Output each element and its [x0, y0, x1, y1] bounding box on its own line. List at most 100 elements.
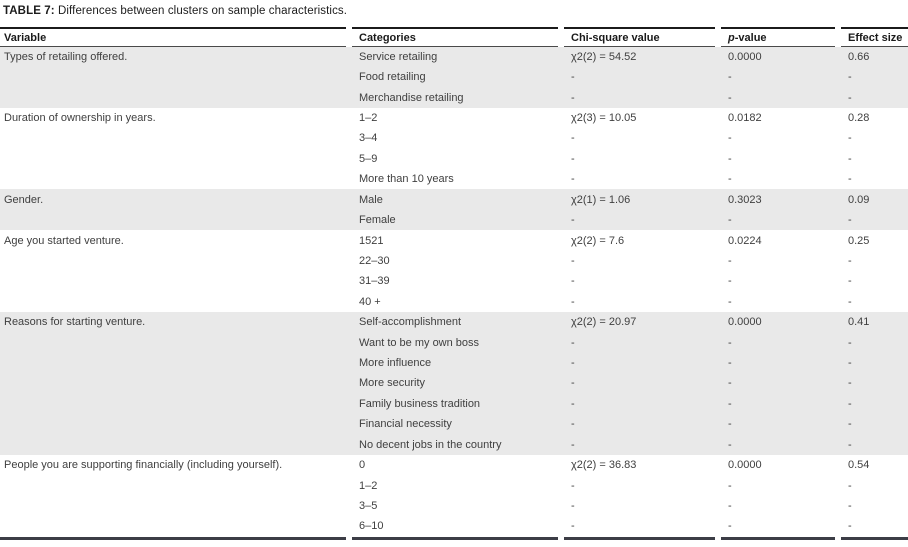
- cell-p-value: -: [728, 152, 732, 165]
- cell-p-value: -: [721, 434, 841, 455]
- cell-effect-size: -: [848, 173, 852, 186]
- table-caption: TABLE 7: Differences between clusters on…: [3, 5, 347, 17]
- cell-effect-size: -: [848, 520, 852, 533]
- table-row: 1–2 - - -: [0, 475, 908, 495]
- table-row: More security - - -: [0, 373, 908, 394]
- cell-effect-size: -: [841, 209, 908, 231]
- cell-effect-size: -: [841, 434, 908, 455]
- table-row: Merchandise retailing - - -: [0, 87, 908, 108]
- cell-effect-size: -: [841, 66, 908, 88]
- cell-chi-square: -: [571, 173, 575, 186]
- cell-category: 1521: [359, 234, 384, 247]
- cell-variable: [0, 393, 352, 415]
- cell-category: Family business tradition: [352, 393, 564, 415]
- cell-category: Want to be my own boss: [352, 332, 564, 353]
- cell-effect-size: -: [848, 132, 852, 145]
- cell-chi-square: χ2(2) = 54.52: [564, 46, 721, 67]
- table-row: No decent jobs in the country - - -: [0, 434, 908, 455]
- cell-variable: [0, 251, 352, 271]
- cell-chi-square: χ2(2) = 36.83: [571, 459, 637, 472]
- header-categories: Categories: [359, 31, 416, 44]
- cell-effect-size: -: [848, 275, 852, 288]
- cell-chi-square: -: [564, 373, 721, 394]
- cell-category: 22–30: [359, 254, 390, 267]
- cell-category: More security: [352, 373, 564, 394]
- cell-category: Food retailing: [352, 66, 564, 88]
- cell-category: 5–9: [359, 152, 378, 165]
- table-body: Types of retailing offered. Service retai…: [0, 46, 908, 537]
- cell-p-value: 0.0224: [728, 234, 762, 247]
- cell-chi-square: -: [571, 499, 575, 512]
- cell-variable: [0, 496, 352, 516]
- table-row: Duration of ownership in years. 1–2 χ2(3) …: [0, 108, 908, 128]
- cell-category: No decent jobs in the country: [352, 434, 564, 455]
- header-chi-square: Chi-square value: [571, 31, 660, 44]
- cell-chi-square: -: [564, 352, 721, 374]
- cell-chi-square: -: [571, 275, 575, 288]
- table: Variable Categories Chi-square value p-valu…: [0, 29, 908, 537]
- table-row: People you are supporting financially (i…: [0, 455, 908, 475]
- cell-category: Female: [352, 209, 564, 231]
- cell-variable: [0, 128, 352, 148]
- cell-chi-square: -: [564, 434, 721, 455]
- cell-variable: [0, 169, 352, 189]
- cell-p-value: 0.0000: [728, 459, 762, 472]
- cell-p-value: -: [728, 520, 732, 533]
- cell-effect-size: -: [848, 499, 852, 512]
- cell-chi-square: -: [564, 393, 721, 415]
- cell-category: 3–5: [359, 499, 378, 512]
- cell-chi-square: -: [571, 520, 575, 533]
- cell-chi-square: χ2(3) = 10.05: [571, 111, 637, 124]
- cell-effect-size: -: [841, 332, 908, 353]
- cell-chi-square: -: [571, 254, 575, 267]
- cell-p-value: -: [721, 332, 841, 353]
- table-header-row: Variable Categories Chi-square value p-valu…: [0, 29, 908, 47]
- table-row: 31–39 - - -: [0, 271, 908, 291]
- cell-variable: Age you started venture.: [4, 234, 124, 247]
- cell-chi-square: -: [564, 66, 721, 88]
- cell-variable: [0, 516, 352, 536]
- cell-variable: [0, 475, 352, 495]
- table-row: Family business tradition - - -: [0, 393, 908, 415]
- table-row: Financial necessity - - -: [0, 414, 908, 435]
- cell-variable: [0, 332, 352, 353]
- cell-variable: [0, 87, 352, 108]
- cell-category: 40 +: [359, 295, 381, 308]
- cell-effect-size: -: [841, 352, 908, 374]
- cell-chi-square: χ2(2) = 7.6: [571, 234, 625, 247]
- cell-variable: [0, 209, 352, 231]
- cell-category: Merchandise retailing: [352, 87, 564, 108]
- cell-category: More influence: [352, 352, 564, 374]
- table-row: Types of retailing offered. Service retai…: [0, 46, 908, 67]
- cell-variable: [0, 292, 352, 312]
- cell-category: 3–4: [359, 132, 378, 145]
- cell-effect-size: 0.41: [841, 311, 908, 333]
- cell-p-value: -: [728, 132, 732, 145]
- cell-category: 1–2: [359, 111, 378, 124]
- cell-effect-size: 0.54: [848, 459, 870, 472]
- cell-p-value: -: [728, 295, 732, 308]
- cell-effect-size: 0.66: [841, 46, 908, 67]
- cell-chi-square: -: [564, 414, 721, 435]
- cell-variable: [0, 434, 352, 455]
- cell-effect-size: -: [848, 254, 852, 267]
- cell-p-value: -: [728, 499, 732, 512]
- table-row: 40 + - - -: [0, 292, 908, 312]
- cell-variable: Gender.: [0, 189, 352, 210]
- cell-chi-square: -: [564, 209, 721, 231]
- cell-p-value: 0.0182: [728, 111, 762, 124]
- cell-effect-size: -: [841, 373, 908, 394]
- cell-chi-square: -: [571, 152, 575, 165]
- table-caption-text: Differences between clusters on sample c…: [54, 5, 348, 17]
- header-variable: Variable: [4, 31, 47, 44]
- cell-variable: People you are supporting financially (i…: [4, 459, 283, 472]
- cell-category: 1–2: [359, 479, 378, 492]
- cell-p-value: 0.0000: [721, 311, 841, 333]
- cell-p-value: -: [728, 275, 732, 288]
- cell-chi-square: -: [564, 332, 721, 353]
- header-p-value: p-value: [728, 31, 767, 44]
- cell-p-value: -: [721, 352, 841, 374]
- table-row: Female - - -: [0, 209, 908, 231]
- cell-variable: Reasons for starting venture.: [0, 311, 352, 333]
